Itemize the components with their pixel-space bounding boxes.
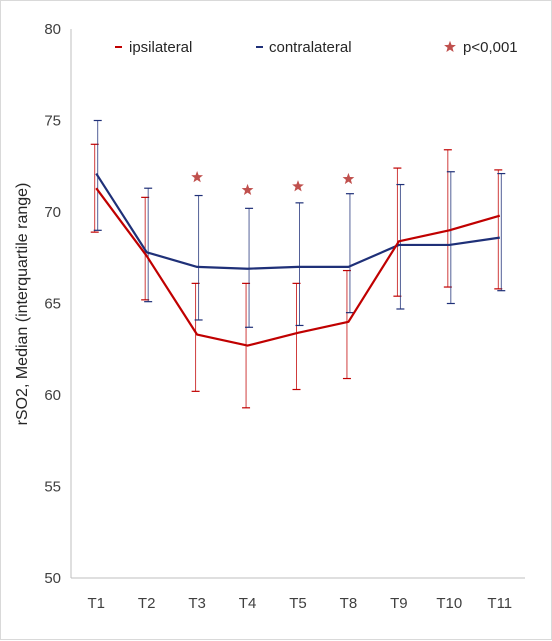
legend-ipsilateral-label: ipsilateral [129, 39, 192, 56]
legend: ipsilateral contralateral p<0,001 [115, 39, 518, 56]
axes [70, 29, 525, 579]
error-bar-contralateral [497, 172, 506, 292]
y-tick-label: 75 [44, 113, 61, 130]
significance-markers [191, 171, 355, 196]
y-tick-label: 80 [44, 21, 61, 38]
x-tick-label: T8 [340, 595, 358, 612]
x-tick-label: T9 [390, 595, 408, 612]
x-tick-label: T5 [289, 595, 307, 612]
error-bar-contralateral [194, 194, 203, 321]
x-tick-label: T2 [138, 595, 156, 612]
y-tick-label: 50 [44, 570, 61, 587]
y-tick-labels: 50 55 60 65 70 75 80 [44, 21, 61, 587]
legend-significance-label: p<0,001 [463, 39, 518, 56]
error-bar-contralateral [345, 193, 354, 314]
x-tick-label: T1 [87, 595, 105, 612]
series-line-contralateral [95, 172, 500, 270]
significance-star-icon [292, 180, 304, 192]
y-axis-label: rSO2, Median (interquartile range) [14, 183, 31, 426]
error-bar-contralateral [446, 171, 455, 305]
error-bars [90, 119, 506, 409]
legend-star-icon [444, 40, 456, 53]
y-tick-label: 65 [44, 296, 61, 313]
significance-star-icon [191, 171, 204, 183]
series-line-ipsilateral [95, 187, 501, 347]
error-bar-contralateral [144, 187, 153, 303]
significance-star-icon [241, 183, 254, 196]
y-tick-label: 60 [44, 387, 61, 404]
significance-star-icon [342, 172, 355, 185]
legend-contralateral-label: contralateral [269, 39, 352, 56]
x-tick-label: T10 [436, 595, 462, 612]
x-tick-label: T3 [188, 595, 206, 612]
error-bar-contralateral [396, 183, 405, 310]
x-tick-label: T4 [239, 595, 257, 612]
error-bar-contralateral [295, 202, 304, 327]
x-tick-label: T11 [487, 595, 512, 612]
x-tick-labels: T1 T2 T3 T4 T5 T8 T9 T10 T11 [87, 595, 512, 612]
series-lines [95, 172, 501, 347]
y-tick-label: 70 [44, 204, 61, 221]
y-tick-label: 55 [44, 479, 61, 496]
